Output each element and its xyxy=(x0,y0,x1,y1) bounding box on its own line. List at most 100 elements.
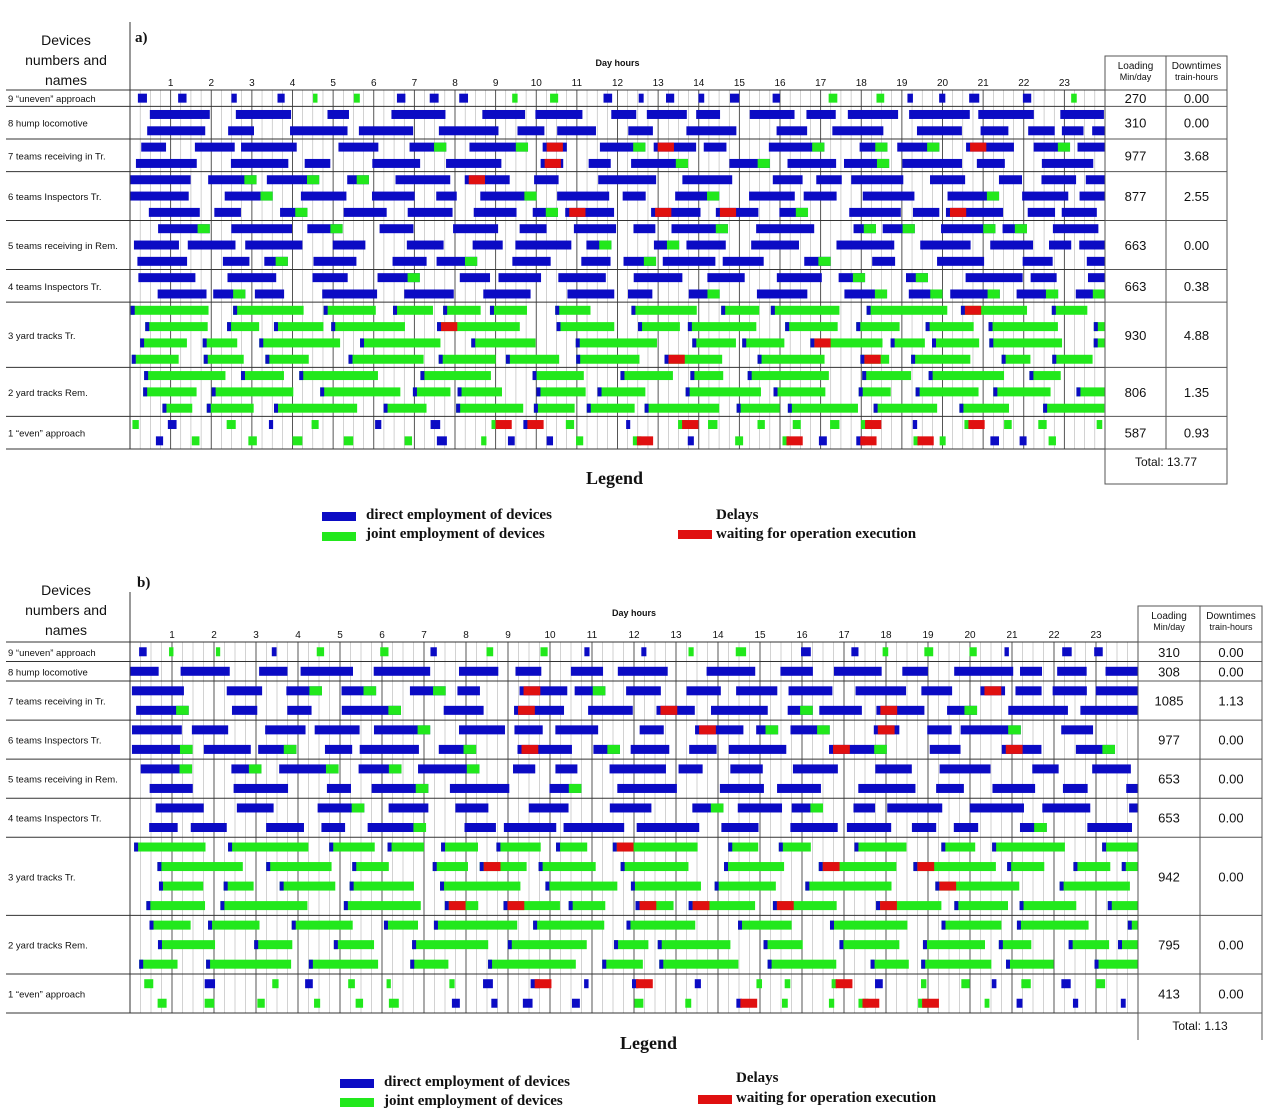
direct-bar xyxy=(489,305,494,315)
direct-bar xyxy=(570,666,604,676)
direct-bar xyxy=(254,940,259,950)
direct-bar xyxy=(326,783,351,793)
direct-bar xyxy=(203,354,208,364)
joint-bar xyxy=(348,979,355,989)
direct-bar xyxy=(458,725,505,735)
direct-bar xyxy=(139,647,147,657)
joint-bar xyxy=(441,842,478,852)
direct-bar xyxy=(373,725,431,735)
direct-bar xyxy=(628,289,653,299)
joint-bar xyxy=(1004,420,1012,430)
joint-bar xyxy=(928,371,1005,381)
direct-bar xyxy=(213,289,246,299)
direct-bar xyxy=(706,666,756,676)
joint-bar xyxy=(309,686,322,696)
delay-bar xyxy=(527,420,544,430)
joint-bar xyxy=(169,647,174,657)
direct-bar xyxy=(581,256,611,266)
joint-bar xyxy=(179,744,193,754)
direct-bar xyxy=(1079,240,1105,250)
joint-bar xyxy=(388,705,401,715)
direct-bar xyxy=(1002,224,1027,234)
x-tick-label: 10 xyxy=(531,78,543,89)
joint-bar xyxy=(964,705,978,715)
direct-bar xyxy=(513,764,536,774)
direct-bar xyxy=(204,979,216,989)
loading-subheader: Min/day xyxy=(1153,622,1185,632)
direct-bar xyxy=(274,403,279,413)
joint-bar xyxy=(556,322,615,332)
direct-bar xyxy=(457,387,462,397)
direct-bar xyxy=(779,207,809,217)
direct-bar xyxy=(626,920,631,930)
direct-bar xyxy=(902,666,928,676)
direct-bar xyxy=(202,338,207,348)
loading-value: 587 xyxy=(1125,426,1147,441)
direct-bar xyxy=(1061,126,1084,136)
legend-delay-swatch-b xyxy=(698,1095,732,1104)
joint-bar xyxy=(157,998,167,1008)
joint-bar xyxy=(876,901,942,911)
direct-bar xyxy=(1005,959,1010,969)
x-axis-title: Day hours xyxy=(595,58,639,68)
direct-bar xyxy=(588,705,633,715)
joint-bar xyxy=(735,647,747,657)
direct-bar xyxy=(858,387,863,397)
direct-bar xyxy=(372,158,421,168)
legend-joint-label-b: joint employment of devices xyxy=(384,1093,563,1109)
direct-bar xyxy=(790,725,830,735)
direct-bar xyxy=(1016,920,1021,930)
direct-bar xyxy=(536,387,541,397)
joint-bar xyxy=(489,305,528,315)
joint-bar xyxy=(1102,842,1138,852)
direct-bar xyxy=(751,240,799,250)
direct-bar xyxy=(317,803,365,813)
direct-bar xyxy=(1080,705,1138,715)
direct-bar xyxy=(937,256,985,266)
delay-bar xyxy=(949,207,967,217)
device-label: 5 teams receiving in Rem. xyxy=(8,241,118,252)
direct-bar xyxy=(131,725,182,735)
downtime-value: 0.00 xyxy=(1184,116,1209,131)
x-tick-label: 18 xyxy=(880,630,892,641)
direct-bar xyxy=(314,725,360,735)
joint-bar xyxy=(992,842,1065,852)
joint-bar xyxy=(785,322,838,332)
joint-bar xyxy=(882,647,889,657)
x-tick-label: 1 xyxy=(168,78,174,89)
direct-bar xyxy=(446,158,502,168)
joint-bar xyxy=(862,371,912,381)
joint-bar xyxy=(417,725,431,735)
joint-bar xyxy=(986,191,1000,201)
direct-bar xyxy=(312,273,348,283)
joint-bar xyxy=(874,744,887,754)
direct-bar xyxy=(440,881,445,891)
joint-bar xyxy=(388,998,399,1008)
direct-bar xyxy=(847,109,899,119)
loading-value: 1085 xyxy=(1155,694,1184,709)
joint-bar xyxy=(913,436,920,446)
direct-bar xyxy=(728,842,733,852)
direct-bar xyxy=(911,354,916,364)
direct-bar xyxy=(331,322,336,332)
direct-bar xyxy=(565,207,615,217)
direct-bar xyxy=(436,256,478,266)
joint-bar xyxy=(206,959,292,969)
loading-value: 270 xyxy=(1125,91,1147,106)
delay-bar xyxy=(699,725,716,735)
downtime-value: 0.00 xyxy=(1218,869,1243,884)
joint-bar xyxy=(633,142,646,152)
direct-bar xyxy=(921,959,926,969)
joint-bar xyxy=(491,420,499,430)
direct-bar xyxy=(231,93,237,103)
direct-bar xyxy=(990,436,999,446)
direct-bar xyxy=(803,191,837,201)
joint-bar xyxy=(638,322,680,332)
direct-bar xyxy=(558,273,606,283)
direct-bar xyxy=(555,764,578,774)
devices-header-line-1: Devices xyxy=(41,32,91,48)
direct-bar xyxy=(698,93,705,103)
joint-bar xyxy=(941,920,1002,930)
legend-delay-swatch-a xyxy=(678,530,712,539)
joint-bar xyxy=(687,322,757,332)
